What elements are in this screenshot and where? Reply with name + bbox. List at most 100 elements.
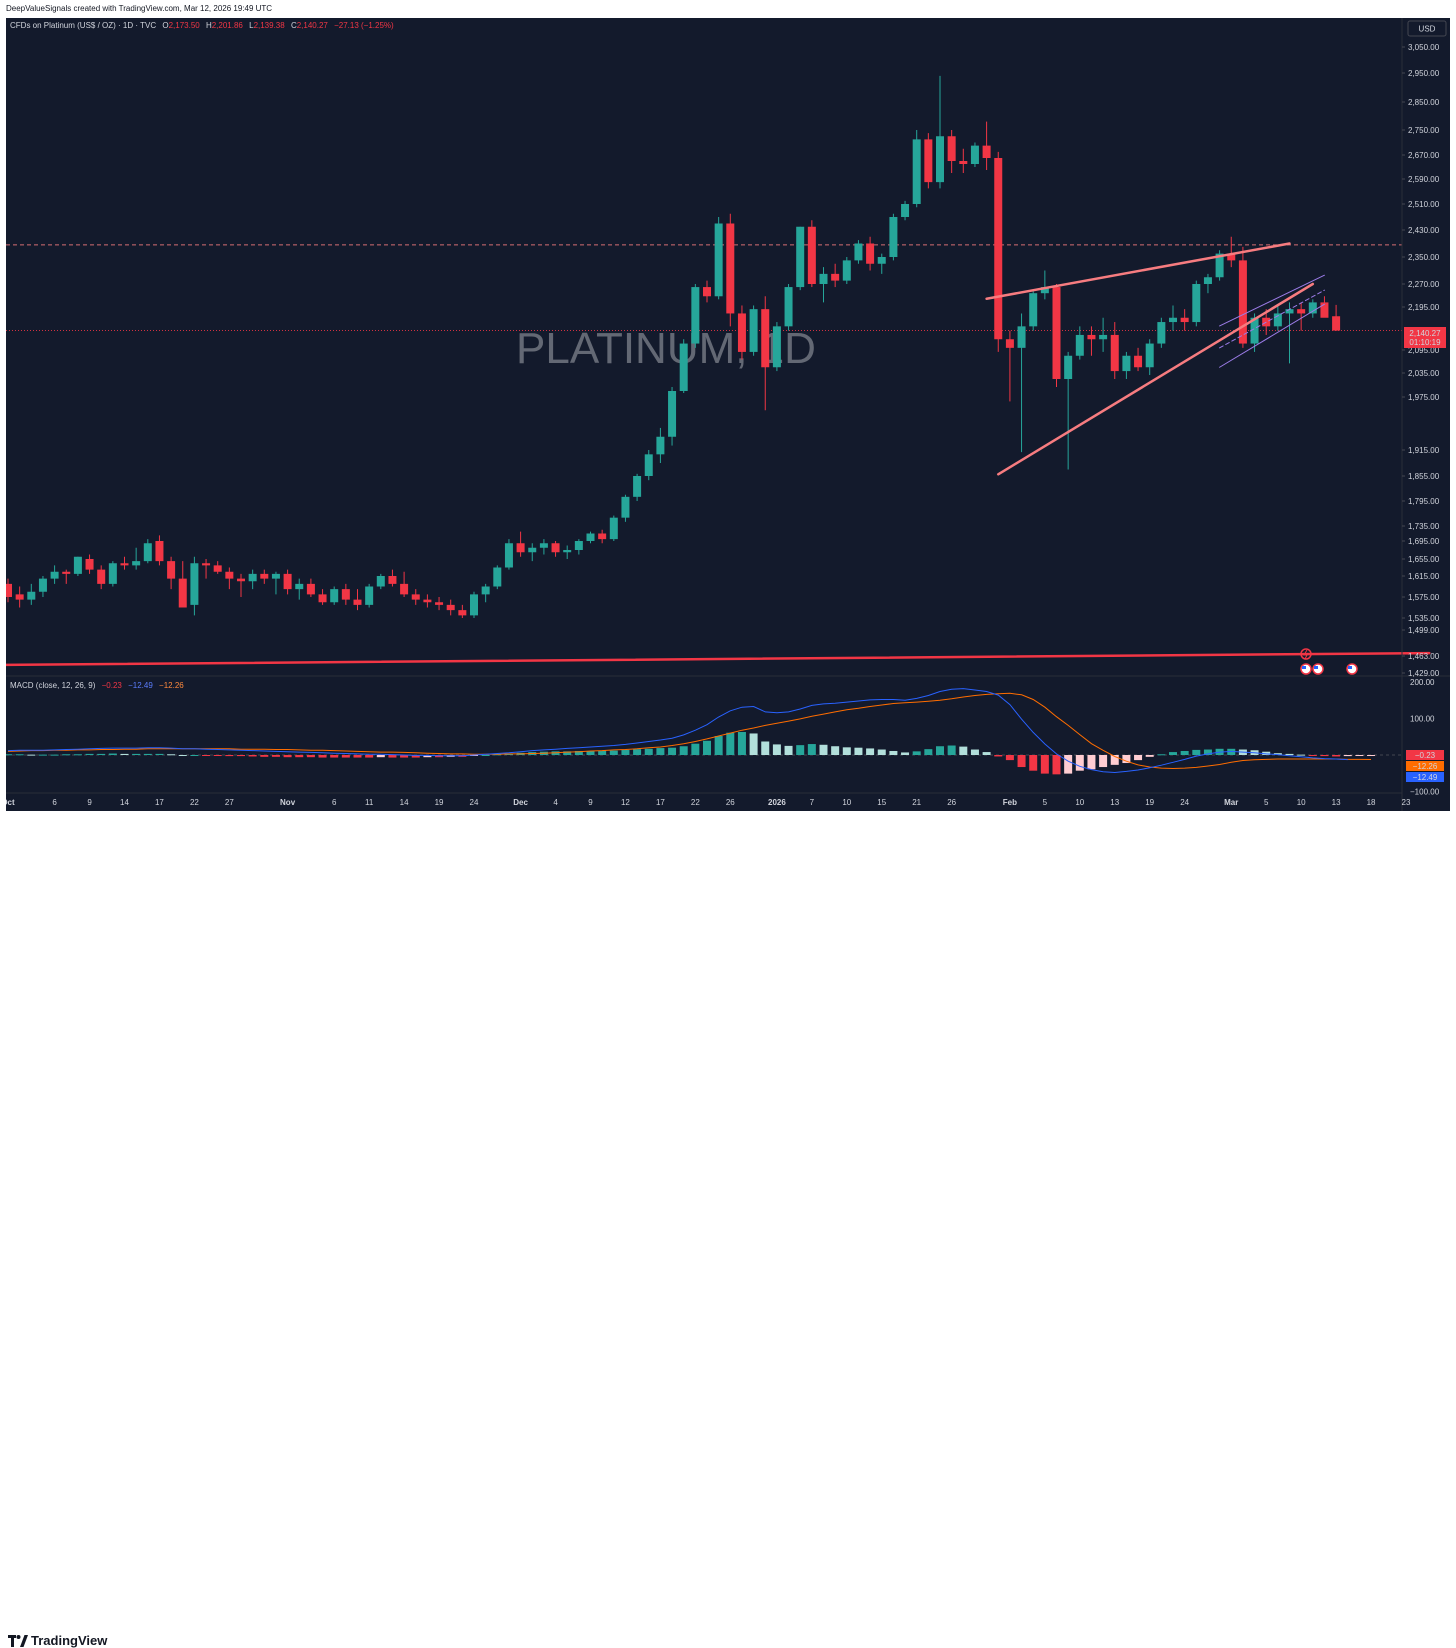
candle[interactable] xyxy=(260,569,269,584)
candle[interactable] xyxy=(563,545,572,560)
chart-frame[interactable]: PLATINUM, 1D 3,050.00 2,950.00 2,850.00 2,7… xyxy=(6,18,1450,811)
candle[interactable] xyxy=(528,543,537,562)
candle[interactable] xyxy=(178,561,187,608)
trendline[interactable] xyxy=(1219,303,1325,368)
candle[interactable] xyxy=(586,531,595,544)
candle[interactable] xyxy=(1180,309,1189,331)
candle[interactable] xyxy=(423,594,432,608)
candle[interactable] xyxy=(703,280,711,303)
trendline[interactable] xyxy=(1219,289,1325,349)
candle[interactable] xyxy=(621,494,630,522)
candle[interactable] xyxy=(27,583,36,605)
candle[interactable] xyxy=(679,339,688,393)
candle[interactable] xyxy=(435,597,444,611)
candle[interactable] xyxy=(1029,290,1038,331)
candle[interactable] xyxy=(819,267,828,303)
trendline[interactable] xyxy=(997,282,1315,476)
candle[interactable] xyxy=(504,539,513,570)
candle[interactable] xyxy=(167,556,176,590)
candle[interactable] xyxy=(15,586,24,608)
candle[interactable] xyxy=(1192,280,1201,327)
candle[interactable] xyxy=(644,450,653,481)
candle[interactable] xyxy=(202,559,211,579)
chart-svg[interactable]: PLATINUM, 1D 3,050.00 2,950.00 2,850.00 2,7… xyxy=(6,18,1450,811)
candle[interactable] xyxy=(1110,322,1119,379)
candle[interactable] xyxy=(295,578,304,600)
candle[interactable] xyxy=(726,213,735,327)
candle[interactable] xyxy=(691,284,700,348)
candle[interactable] xyxy=(38,576,47,597)
candle[interactable] xyxy=(1052,284,1061,387)
candle[interactable] xyxy=(1320,296,1329,318)
candle[interactable] xyxy=(1145,339,1154,375)
candle[interactable] xyxy=(62,569,71,584)
candle[interactable] xyxy=(271,571,280,595)
candle[interactable] xyxy=(1134,347,1143,372)
candle[interactable] xyxy=(190,556,199,616)
candle[interactable] xyxy=(341,583,350,605)
currency-button[interactable]: USD xyxy=(1407,20,1447,37)
candle[interactable] xyxy=(668,387,677,446)
candle[interactable] xyxy=(1040,270,1049,300)
candle[interactable] xyxy=(1285,302,1294,364)
candle[interactable] xyxy=(796,226,805,291)
candle[interactable] xyxy=(73,556,82,576)
candle[interactable] xyxy=(959,148,968,173)
candle[interactable] xyxy=(225,567,234,590)
candle[interactable] xyxy=(50,565,59,584)
candle[interactable] xyxy=(446,599,455,616)
candle[interactable] xyxy=(411,589,420,605)
earnings-event-icon[interactable] xyxy=(1300,648,1312,660)
candle[interactable] xyxy=(1064,351,1073,470)
candle[interactable] xyxy=(1169,305,1177,331)
candle[interactable] xyxy=(737,305,746,360)
candle[interactable] xyxy=(237,573,245,597)
candle[interactable] xyxy=(493,565,502,590)
candle[interactable] xyxy=(901,200,910,221)
trendline[interactable] xyxy=(6,651,1431,667)
candle[interactable] xyxy=(924,133,933,189)
candle[interactable] xyxy=(889,213,898,261)
candle[interactable] xyxy=(947,130,956,173)
candle[interactable] xyxy=(283,569,292,595)
trendline[interactable] xyxy=(1219,274,1325,327)
candle[interactable] xyxy=(330,586,339,605)
candle[interactable] xyxy=(1297,302,1306,331)
candle[interactable] xyxy=(772,322,781,372)
candle[interactable] xyxy=(749,305,758,356)
candle[interactable] xyxy=(481,583,490,603)
candle[interactable] xyxy=(912,130,921,208)
candle[interactable] xyxy=(120,556,129,570)
candle[interactable] xyxy=(574,539,583,555)
candle[interactable] xyxy=(609,515,618,541)
candle[interactable] xyxy=(97,565,106,590)
trendline[interactable] xyxy=(985,242,1291,300)
candle[interactable] xyxy=(248,569,257,590)
candle[interactable] xyxy=(6,578,12,603)
candle[interactable] xyxy=(842,257,851,284)
candle[interactable] xyxy=(1087,326,1096,356)
candle[interactable] xyxy=(936,75,944,189)
candle[interactable] xyxy=(807,220,816,288)
candle[interactable] xyxy=(761,296,770,411)
candle[interactable] xyxy=(1227,236,1236,268)
candle[interactable] xyxy=(365,583,374,608)
candle[interactable] xyxy=(516,531,525,557)
candle[interactable] xyxy=(458,604,467,618)
candle[interactable] xyxy=(539,539,548,555)
candle[interactable] xyxy=(1157,317,1166,348)
candle[interactable] xyxy=(1308,299,1317,318)
candle[interactable] xyxy=(1122,351,1131,379)
candle[interactable] xyxy=(831,263,840,288)
event-markers[interactable] xyxy=(1300,648,1358,675)
candle[interactable] xyxy=(656,427,665,463)
candle[interactable] xyxy=(994,151,1003,352)
candle[interactable] xyxy=(376,573,385,590)
candle[interactable] xyxy=(1203,273,1212,294)
candle[interactable] xyxy=(1238,246,1247,348)
candle[interactable] xyxy=(143,539,152,564)
candle[interactable] xyxy=(1005,330,1014,402)
candle[interactable] xyxy=(866,236,875,271)
candle[interactable] xyxy=(877,253,886,274)
candle[interactable] xyxy=(400,571,409,597)
